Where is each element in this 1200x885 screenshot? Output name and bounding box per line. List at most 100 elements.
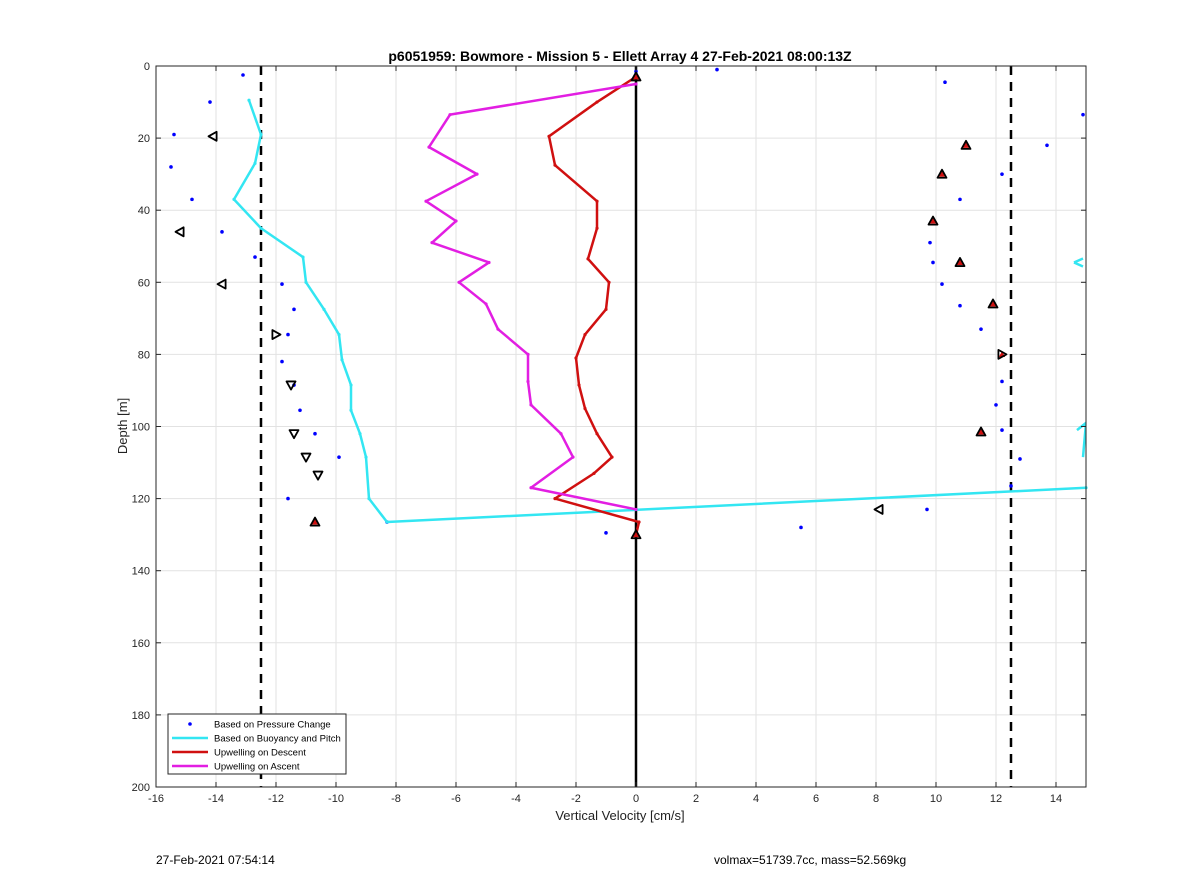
pressure-change-point [604,531,608,535]
based-on-buoyancy-and-pitch-vertex [322,307,326,311]
upwelling-on-ascent-vertex [571,455,575,459]
black-triangle-marker [312,470,324,481]
descent-red-marker [938,170,946,177]
upwelling-on-ascent-vertex [430,241,434,245]
black-triangle-marker [216,278,227,290]
pressure-change-point [958,303,962,308]
y-axis-label: Depth [m] [115,398,130,454]
x-tick-label: 14 [1050,793,1062,805]
descent-red-marker [962,142,970,148]
pressure-change-point [253,255,257,259]
grid [155,65,1086,788]
pressure-change-point [280,359,284,364]
y-tick-label: 0 [144,61,150,73]
upwelling-on-ascent-vertex [484,302,488,306]
x-axis-label: Vertical Velocity [cm/s] [555,808,684,823]
black-triangle-marker [927,215,939,226]
legend: Based on Pressure Change Based on Buoyanc… [167,713,347,775]
footer-timestamp: 27-Feb-2021 07:54:14 [156,853,275,867]
upwelling-on-descent-vertex [553,163,557,167]
x-tick-label: 8 [873,793,879,805]
based-on-buoyancy-and-pitch-vertex [349,408,353,412]
black-triangle-marker [630,529,642,540]
pressure-change-point [280,282,284,286]
pressure-change-point [1000,428,1004,432]
y-tick-label: 60 [138,277,150,289]
upwelling-on-descent-vertex [595,100,599,104]
upwelling-on-ascent-vertex [634,507,638,512]
based-on-buoyancy-and-pitch-line [232,99,1086,524]
based-on-buoyancy-and-pitch-edge-segment [1076,421,1086,458]
pressure-change-point [286,332,290,337]
pressure-change-point [220,230,224,234]
data-markers [174,71,1008,540]
legend-label: Based on Pressure Change [214,720,331,731]
black-triangle-marker [300,452,312,463]
upwelling-on-descent-vertex [595,432,599,436]
pressure-change-point [298,408,302,413]
upwelling-on-descent-vertex [574,356,578,360]
pressure-change-point [943,80,947,85]
upwelling-on-ascent-line [424,82,637,511]
descent-red-marker [929,217,937,224]
upwelling-on-descent-vertex [637,520,641,524]
upwelling-on-ascent-vertex [529,403,533,407]
legend-label: Upwelling on Descent [214,748,306,759]
descent-red-marker [989,300,997,307]
pressure-change-point [925,507,929,512]
based-on-buoyancy-and-pitch-vertex [304,280,308,284]
pressure-change-point [169,165,173,169]
y-tick-label: 40 [138,205,150,217]
descent-red-marker [311,518,319,525]
upwelling-on-ascent-vertex [457,280,461,284]
upwelling-on-ascent-vertex [487,260,491,265]
upwelling-on-ascent-vertex [529,486,533,490]
black-triangle-marker [997,349,1008,360]
based-on-buoyancy-and-pitch-vertex [358,432,362,436]
based-on-buoyancy-and-pitch-vertex [259,226,263,230]
legend-label: Based on Buoyancy and Pitch [214,734,341,745]
plot-frame [155,65,1087,788]
x-tick-label: -8 [391,793,401,805]
x-tick-label: 4 [753,793,759,805]
pressure-change-point [994,403,998,407]
pressure-change-point [799,525,803,530]
upwelling-on-descent-vertex [586,257,590,261]
x-tick-label: 2 [693,793,699,805]
based-on-buoyancy-and-pitch-vertex [349,383,353,387]
pressure-change-point [1045,143,1049,148]
upwelling-on-descent-vertex [610,455,614,459]
based-on-buoyancy-and-pitch-vertex [247,98,251,102]
upwelling-on-ascent-vertex [526,379,530,384]
upwelling-on-descent-vertex [583,332,587,337]
y-tick-label: 200 [132,782,150,794]
black-triangle-marker [207,130,218,142]
x-tick-label: 6 [813,793,819,805]
legend-box [167,713,347,775]
x-tick-label: -12 [268,793,284,805]
upwelling-on-ascent-vertex [448,113,452,117]
pressure-change-point [208,100,212,104]
pressure-change-point [931,260,935,265]
upwelling-on-descent-vertex [577,383,581,387]
pressure-change-point [715,67,719,72]
upwelling-on-descent-vertex [553,497,557,501]
upwelling-on-descent-vertex [583,406,587,411]
based-on-buoyancy-and-pitch-vertex [340,358,344,362]
black-triangle-marker [975,426,987,437]
legend-swatch-dot [188,722,192,726]
upwelling-on-ascent-vertex [634,82,638,86]
black-triangle-marker [936,168,948,179]
x-tick-label: 0 [633,793,639,805]
x-tick-label: 10 [930,793,942,805]
y-tick-label: 180 [132,710,150,722]
upwelling-on-ascent-vertex [427,145,431,149]
upwelling-on-ascent-vertex [475,172,479,176]
pressure-change-point [958,197,962,202]
upwelling-on-ascent-vertex [454,219,458,223]
black-triangle-marker [873,504,884,515]
upwelling-on-ascent-vertex [559,432,563,436]
x-tick-label: -4 [511,793,521,805]
chart-title: p6051959: Bowmore - Mission 5 - Ellett A… [388,48,852,64]
